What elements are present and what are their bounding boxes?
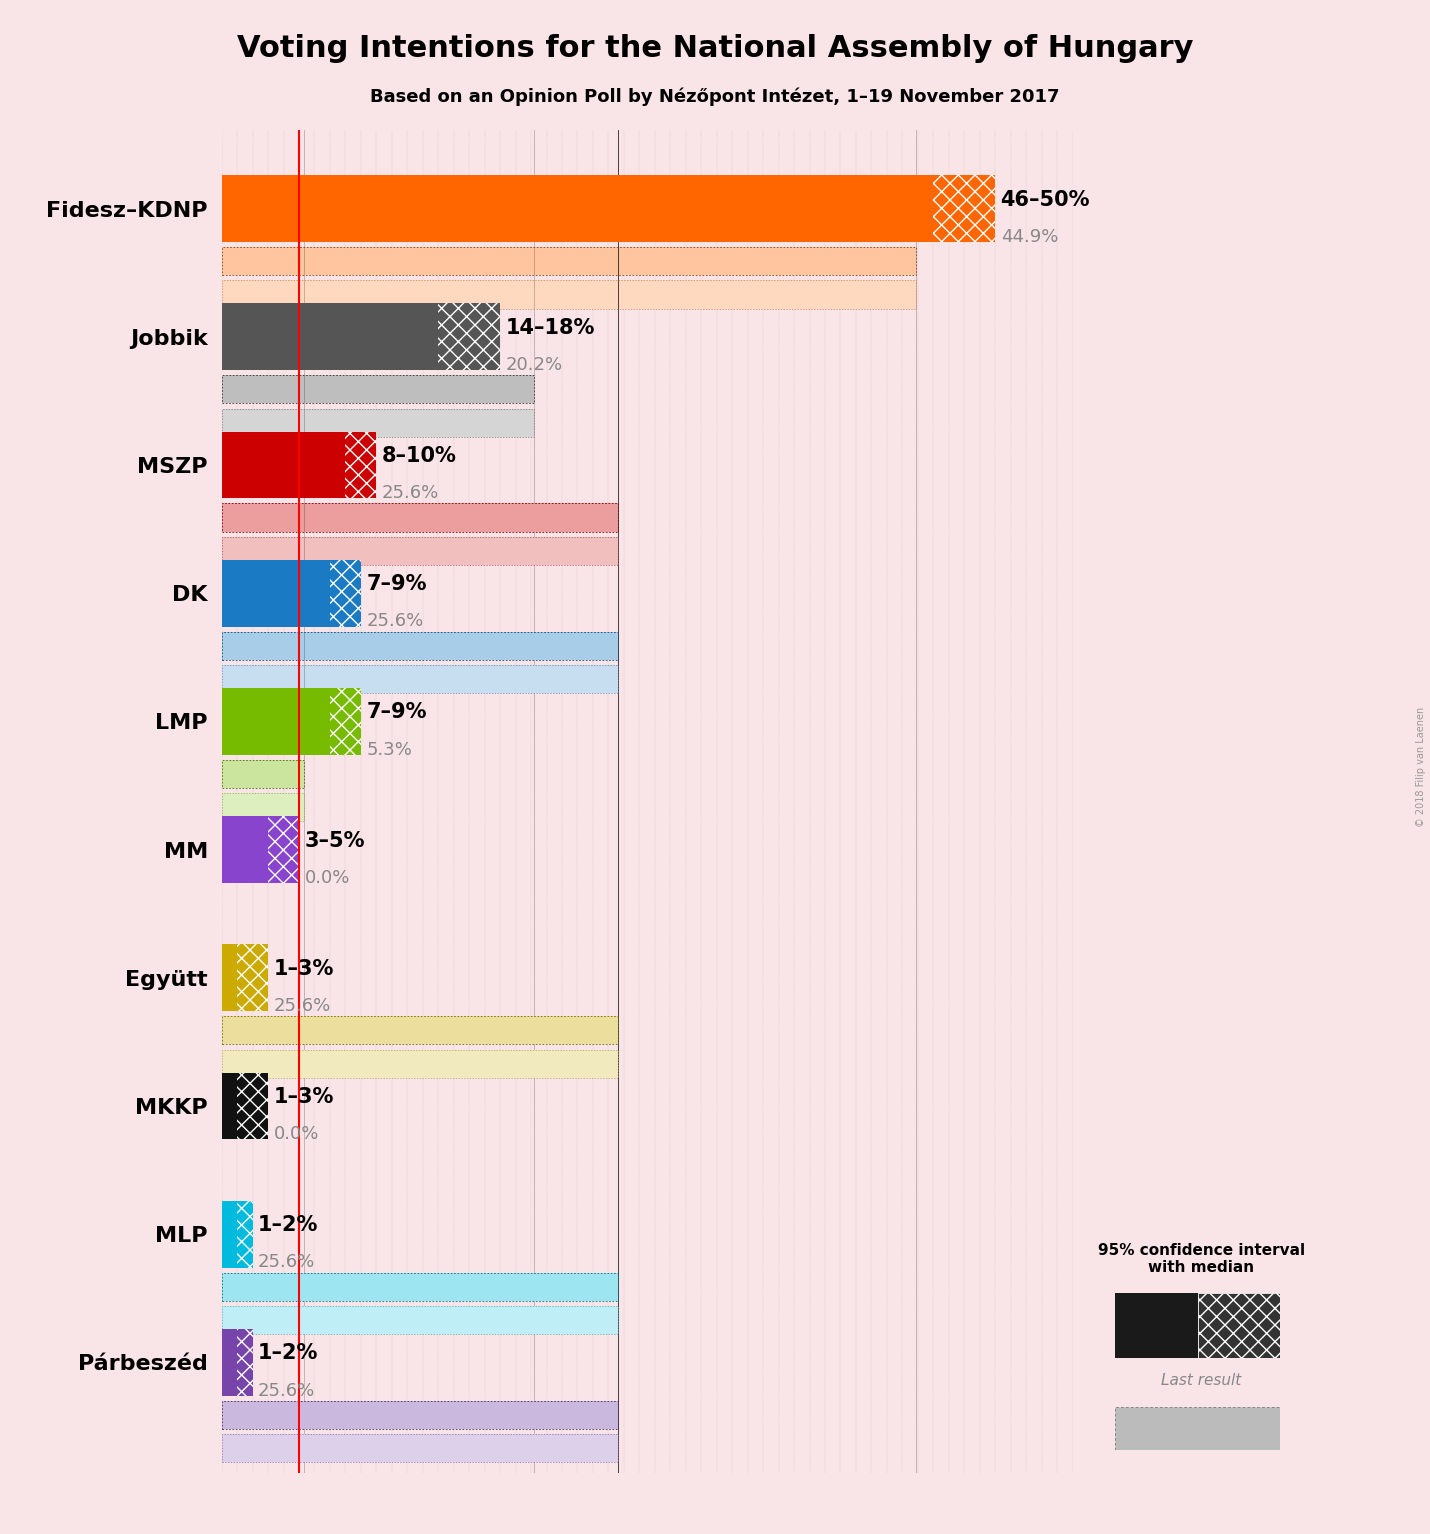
Bar bbox=[237, 1201, 253, 1267]
Text: 1–2%: 1–2% bbox=[257, 1215, 319, 1235]
Bar bbox=[222, 431, 376, 499]
Text: © 2018 Filip van Laenen: © 2018 Filip van Laenen bbox=[1416, 707, 1426, 827]
Text: 44.9%: 44.9% bbox=[1001, 227, 1058, 245]
Bar bbox=[222, 664, 618, 693]
Bar bbox=[222, 1434, 618, 1462]
Bar bbox=[222, 664, 618, 693]
Bar bbox=[237, 1072, 267, 1140]
Bar bbox=[222, 1401, 618, 1430]
Bar bbox=[222, 1072, 267, 1140]
Text: 1–2%: 1–2% bbox=[257, 1344, 319, 1364]
Text: 7–9%: 7–9% bbox=[366, 574, 426, 594]
Text: 95% confidence interval
with median: 95% confidence interval with median bbox=[1098, 1243, 1304, 1275]
Bar bbox=[222, 247, 917, 275]
Text: Voting Intentions for the National Assembly of Hungary: Voting Intentions for the National Assem… bbox=[237, 34, 1193, 63]
Text: 7–9%: 7–9% bbox=[366, 703, 426, 723]
Text: 1–3%: 1–3% bbox=[273, 959, 333, 979]
Bar bbox=[222, 304, 500, 370]
Bar bbox=[222, 503, 618, 532]
Bar bbox=[222, 1305, 618, 1335]
Bar bbox=[222, 793, 303, 821]
Text: 25.6%: 25.6% bbox=[257, 1382, 315, 1399]
Text: 25.6%: 25.6% bbox=[273, 997, 330, 1016]
Bar bbox=[222, 689, 360, 755]
Bar bbox=[222, 247, 917, 275]
Bar bbox=[222, 1305, 618, 1335]
Bar bbox=[222, 816, 299, 884]
Bar bbox=[222, 175, 995, 242]
Bar bbox=[222, 945, 267, 1011]
Bar bbox=[222, 632, 618, 660]
Bar bbox=[222, 281, 917, 308]
Bar bbox=[222, 408, 535, 437]
Text: 3–5%: 3–5% bbox=[305, 830, 365, 851]
Text: 8–10%: 8–10% bbox=[382, 446, 456, 466]
Bar bbox=[222, 408, 535, 437]
Bar bbox=[222, 376, 535, 403]
Bar bbox=[1198, 1293, 1280, 1358]
Bar bbox=[222, 1049, 618, 1078]
Text: 5.3%: 5.3% bbox=[366, 741, 412, 759]
Bar bbox=[222, 281, 917, 308]
Bar bbox=[222, 1273, 618, 1301]
Bar bbox=[222, 1328, 253, 1396]
Bar bbox=[222, 1049, 618, 1078]
Bar bbox=[222, 1273, 618, 1301]
Bar bbox=[222, 1201, 253, 1267]
Text: 25.6%: 25.6% bbox=[366, 612, 423, 630]
Bar bbox=[934, 175, 995, 242]
Bar bbox=[222, 537, 618, 565]
Bar bbox=[330, 689, 360, 755]
Bar bbox=[267, 816, 299, 884]
Bar bbox=[222, 537, 618, 565]
Text: 0.0%: 0.0% bbox=[273, 1126, 319, 1143]
Text: 1–3%: 1–3% bbox=[273, 1088, 333, 1108]
Bar bbox=[222, 1016, 618, 1045]
Bar bbox=[222, 1016, 618, 1045]
Bar bbox=[1115, 1293, 1198, 1358]
Bar bbox=[222, 560, 360, 626]
Text: Last result: Last result bbox=[1161, 1373, 1241, 1388]
Bar bbox=[346, 431, 376, 499]
Text: 20.2%: 20.2% bbox=[506, 356, 562, 374]
Bar bbox=[222, 376, 535, 403]
Text: 46–50%: 46–50% bbox=[1001, 190, 1090, 210]
Text: Based on an Opinion Poll by Nézőpont Intézet, 1–19 November 2017: Based on an Opinion Poll by Nézőpont Int… bbox=[370, 87, 1060, 106]
Bar bbox=[222, 793, 303, 821]
Bar bbox=[330, 560, 360, 626]
Text: 14–18%: 14–18% bbox=[506, 318, 595, 337]
Bar bbox=[438, 304, 500, 370]
Bar bbox=[237, 1328, 253, 1396]
Bar bbox=[222, 759, 303, 788]
Bar bbox=[222, 759, 303, 788]
Bar bbox=[222, 1434, 618, 1462]
Text: 25.6%: 25.6% bbox=[257, 1253, 315, 1272]
Text: 25.6%: 25.6% bbox=[382, 485, 439, 502]
Bar bbox=[222, 503, 618, 532]
Bar bbox=[222, 632, 618, 660]
Bar bbox=[222, 1401, 618, 1430]
Text: 0.0%: 0.0% bbox=[305, 868, 350, 887]
Bar bbox=[237, 945, 267, 1011]
